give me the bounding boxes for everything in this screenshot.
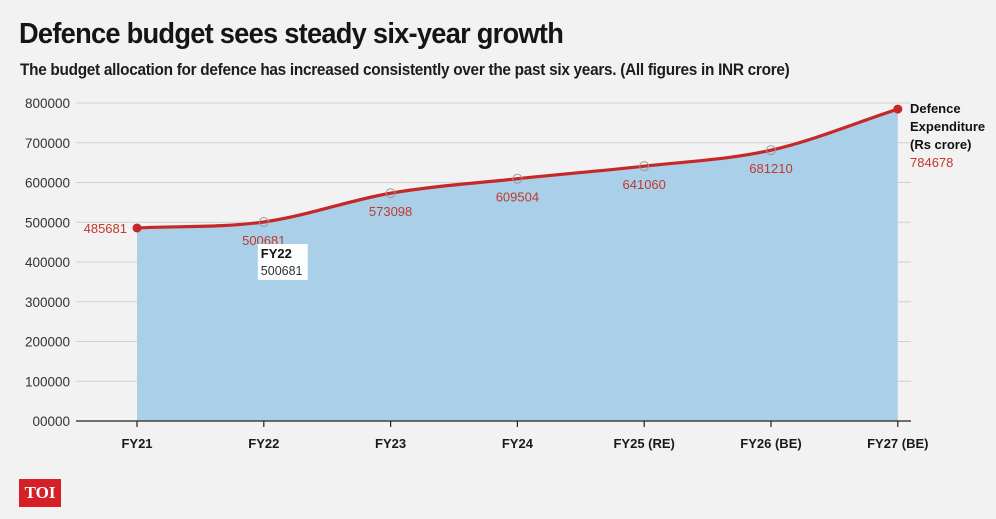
data-point	[766, 145, 776, 156]
legend-value: 784678	[910, 155, 953, 170]
data-label: 609504	[496, 190, 539, 205]
chart-subtitle: The budget allocation for defence has in…	[20, 61, 790, 79]
data-points	[132, 104, 903, 233]
data-label: 485681	[84, 221, 127, 236]
x-tick-label: FY21	[121, 436, 152, 451]
toi-logo[interactable]: TOI	[19, 479, 61, 507]
tooltip-value: 500681	[261, 264, 303, 278]
data-label: 681210	[749, 161, 792, 176]
x-tick-label: FY22	[248, 436, 279, 451]
data-point	[893, 104, 903, 114]
tooltip-box	[257, 243, 308, 280]
area-fill	[137, 109, 898, 422]
y-tick-label: 400000	[25, 255, 70, 270]
data-point	[639, 161, 650, 172]
data-label: 641060	[623, 177, 666, 192]
x-tick-label: FY25 (RE)	[613, 436, 674, 451]
y-tick-label: 00000	[32, 414, 70, 429]
data-label: 573098	[369, 204, 412, 219]
x-tick-label: FY23	[375, 436, 406, 451]
y-tick-label: 200000	[25, 335, 70, 350]
y-tick-label: 800000	[25, 96, 70, 111]
x-tick-label: FY24	[502, 436, 534, 451]
y-axis-ticks: 00000 100000 200000 300000 400000 500000 60000…	[25, 96, 70, 429]
series-legend: Defence Expenditure (Rs crore) 784678	[910, 101, 985, 170]
x-axis-ticks: FY21 FY22 FY23 FY24 FY25 (RE) FY26 (BE) FY27 (…	[121, 436, 928, 451]
y-tick-label: 300000	[25, 295, 70, 310]
x-tick-label: FY27 (BE)	[867, 436, 928, 451]
x-axis	[76, 420, 911, 427]
data-point	[512, 173, 523, 184]
tooltip-category: FY22	[261, 246, 292, 261]
chart-title: Defence budget sees steady six-year grow…	[19, 18, 564, 50]
y-tick-label: 100000	[25, 374, 70, 389]
legend-label: Defence	[910, 101, 961, 116]
hover-tooltip: FY22 500681	[257, 243, 308, 280]
legend-label: (Rs crore)	[910, 137, 971, 152]
series-line	[136, 107, 899, 230]
data-point	[258, 216, 269, 227]
x-tick-label: FY26 (BE)	[740, 436, 801, 451]
data-point	[132, 223, 142, 233]
legend-label: Expenditure	[910, 119, 985, 134]
y-tick-label: 700000	[25, 136, 70, 151]
y-tick-label: 600000	[25, 176, 70, 191]
data-point	[385, 188, 396, 199]
y-tick-label: 500000	[25, 215, 70, 230]
